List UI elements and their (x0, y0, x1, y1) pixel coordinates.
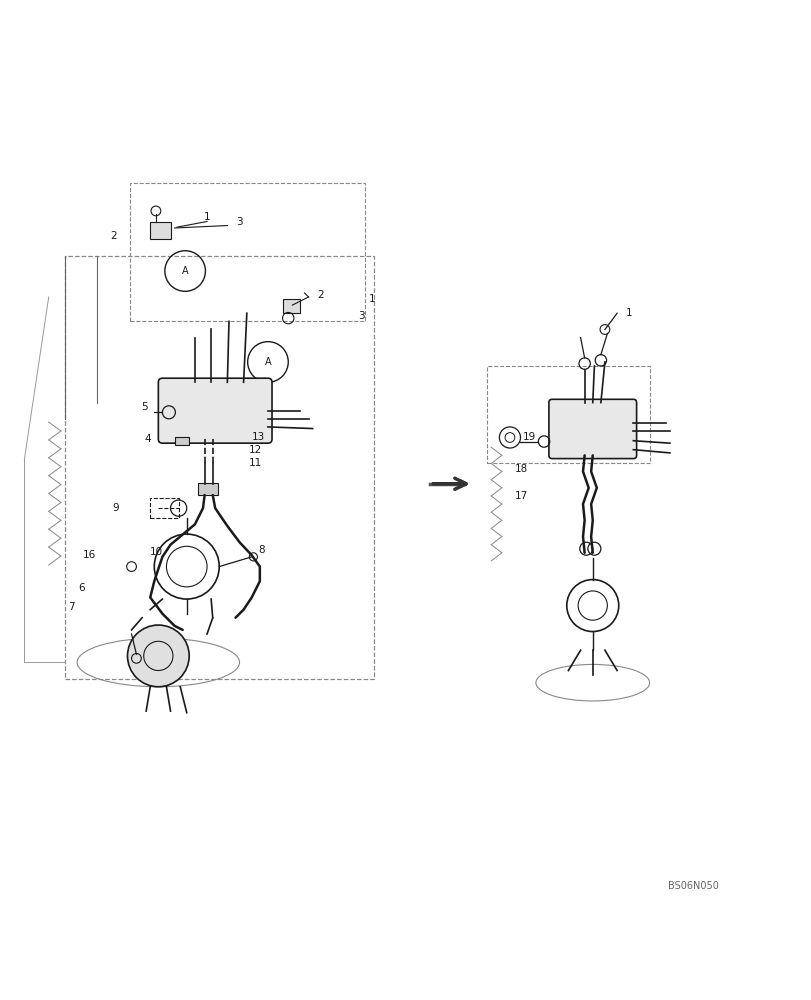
Text: 17: 17 (514, 491, 527, 501)
Text: BS06N050: BS06N050 (667, 881, 718, 891)
Bar (130, 183, 365, 321)
Text: 19: 19 (522, 432, 535, 442)
Text: 2: 2 (110, 231, 117, 241)
Text: 2: 2 (317, 290, 324, 300)
Bar (282, 299, 300, 313)
Bar (65, 256, 373, 679)
FancyBboxPatch shape (548, 399, 636, 459)
Bar (150, 498, 178, 518)
Text: A: A (264, 357, 271, 367)
Text: A: A (182, 266, 188, 276)
Text: 3: 3 (236, 217, 242, 227)
Text: 1: 1 (368, 294, 375, 304)
FancyBboxPatch shape (158, 378, 272, 443)
Text: 5: 5 (141, 402, 148, 412)
Bar (198, 483, 218, 495)
Text: 12: 12 (249, 445, 262, 455)
Text: 9: 9 (112, 503, 118, 513)
Text: 8: 8 (258, 545, 264, 555)
Text: 4: 4 (144, 434, 151, 444)
Text: 3: 3 (358, 311, 364, 321)
Text: 7: 7 (68, 602, 75, 612)
Text: 13: 13 (251, 432, 264, 442)
FancyArrowPatch shape (432, 478, 466, 489)
Text: 6: 6 (78, 583, 84, 593)
Text: 10: 10 (149, 547, 162, 557)
Text: 11: 11 (249, 458, 262, 468)
Text: 16: 16 (83, 550, 96, 560)
Text: 1: 1 (625, 308, 632, 318)
Bar (174, 437, 189, 445)
Text: 1: 1 (204, 212, 210, 222)
Circle shape (127, 625, 189, 687)
Bar (487, 366, 649, 463)
Bar (150, 222, 170, 239)
Text: 18: 18 (514, 464, 527, 474)
